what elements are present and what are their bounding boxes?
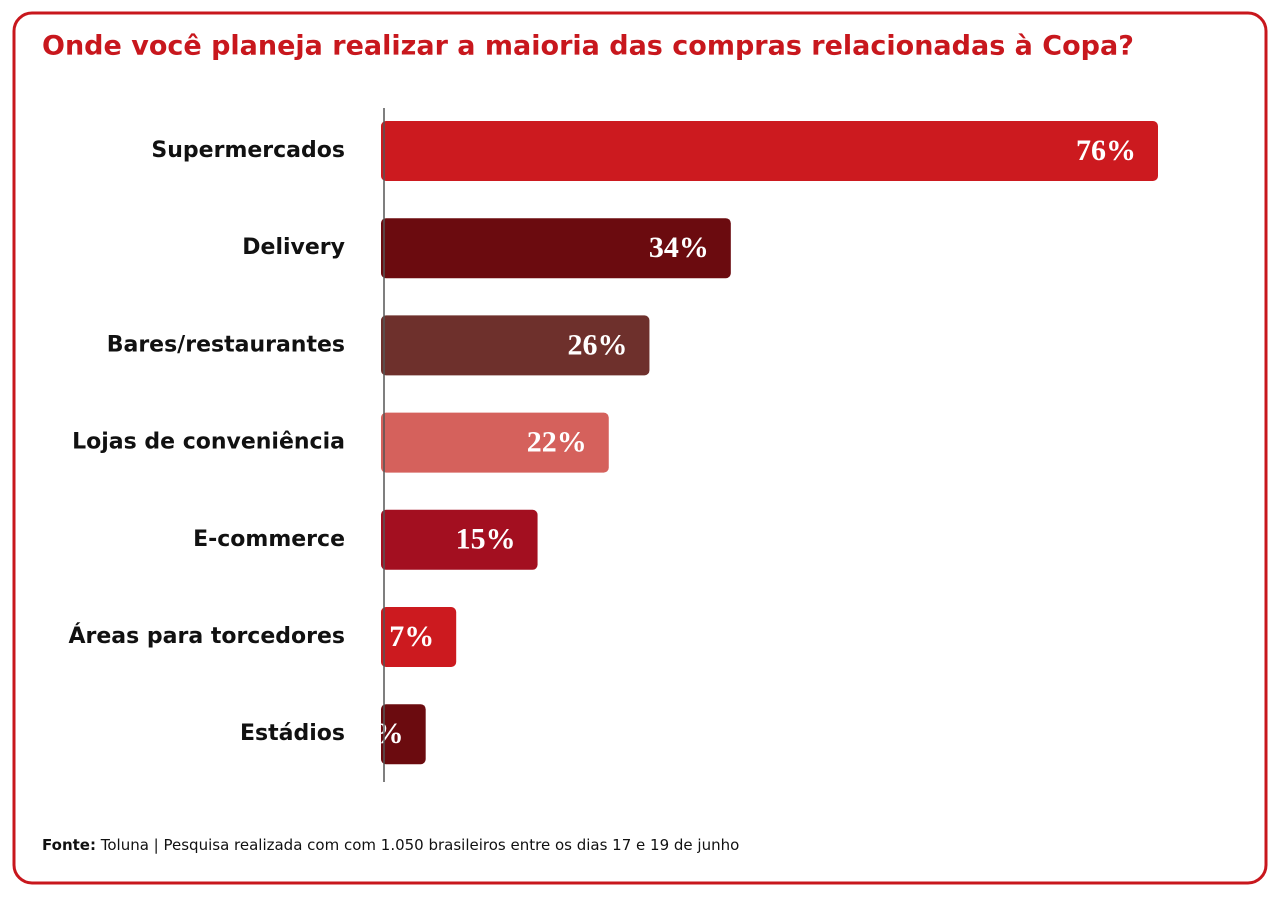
bar [381, 121, 1158, 181]
value-label: 76% [1076, 134, 1136, 167]
source: Fonte: Toluna | Pesquisa realizada com c… [42, 836, 739, 854]
category-label: Áreas para torcedores [68, 623, 345, 649]
bar [381, 704, 426, 765]
category-label: Delivery [242, 235, 345, 260]
bar [381, 315, 650, 376]
category-label: Bares/restaurantes [107, 332, 345, 357]
bar [381, 607, 457, 667]
category-label: Estádios [240, 721, 345, 746]
chart-title: Onde você planeja realizar a maioria das… [42, 31, 1134, 62]
category-label: E-commerce [193, 527, 345, 552]
bar [381, 412, 609, 473]
source-label: Fonte: [42, 836, 96, 854]
value-label: 4% [359, 717, 404, 750]
value-label: 7% [389, 620, 434, 653]
value-label: 34% [649, 231, 709, 264]
category-label: Lojas de conveniência [72, 430, 345, 455]
frame [12, 11, 1268, 885]
value-label: 15% [456, 523, 516, 556]
bar [381, 509, 538, 570]
value-label: 26% [567, 328, 627, 361]
value-label: 22% [527, 425, 587, 458]
bar [381, 218, 731, 279]
category-label: Supermercados [151, 138, 345, 163]
source-text: Toluna | Pesquisa realizada com com 1.05… [100, 836, 740, 854]
